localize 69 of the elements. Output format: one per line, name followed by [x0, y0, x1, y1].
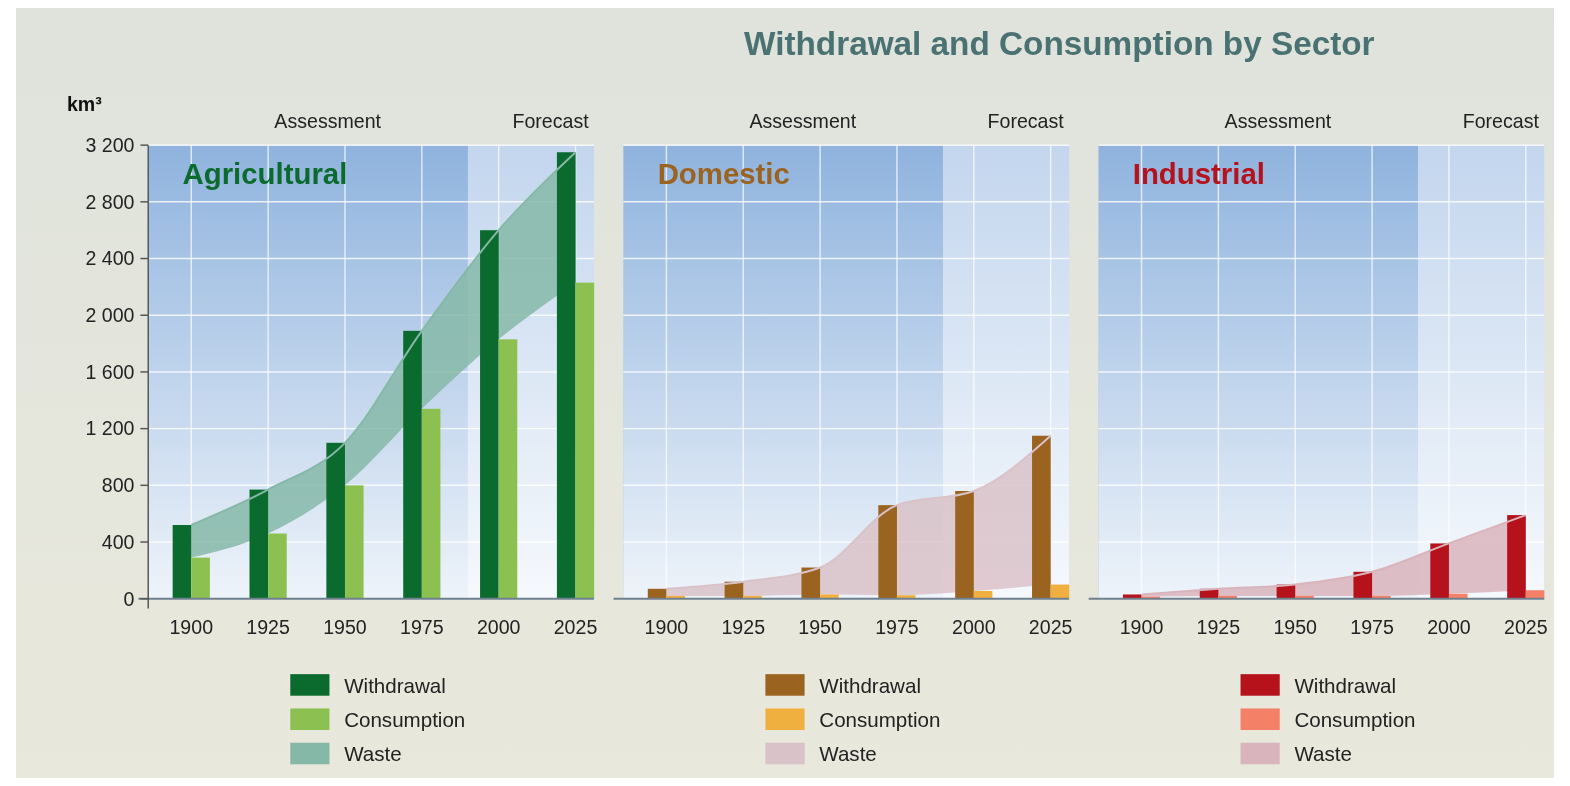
band-label: Forecast: [1462, 110, 1540, 133]
bar: [801, 567, 821, 599]
bar: [955, 491, 974, 599]
y-tick-label: 1 600: [85, 360, 135, 383]
x-tick-label: 1950: [1273, 615, 1318, 638]
bar: [820, 594, 839, 599]
x-tick-label: 2000: [952, 615, 996, 638]
bar: [878, 505, 897, 599]
y-tick-label: 800: [101, 474, 135, 497]
band-label: Forecast: [987, 110, 1065, 133]
legend-label: Consumption: [1294, 708, 1416, 732]
x-tick-label: 1925: [246, 615, 290, 638]
bar: [344, 485, 364, 599]
chart-title: Withdrawal and Consumption by Sector: [744, 25, 1375, 63]
y-tick-label: 2 400: [85, 247, 135, 270]
x-tick-label: 1900: [169, 615, 214, 638]
bar: [556, 152, 576, 599]
chart-subtitle: Industrial: [1132, 157, 1265, 191]
bar: [1430, 543, 1449, 599]
bar: [421, 408, 441, 599]
y-tick-label: 2 000: [85, 304, 135, 327]
band-label: Assessment: [274, 110, 382, 133]
y-axis-title: km³: [66, 92, 103, 115]
x-tick-label: 1975: [875, 615, 919, 638]
x-tick-label: 1900: [644, 615, 689, 638]
legend-label: Waste: [1294, 742, 1352, 766]
bar: [326, 442, 345, 599]
x-tick-label: 1950: [798, 615, 842, 638]
y-tick-label: 1 200: [85, 417, 135, 440]
bar: [575, 282, 595, 599]
bar: [268, 533, 287, 599]
bar: [249, 489, 269, 599]
x-tick-label: 2000: [1427, 615, 1471, 638]
y-tick-label: 0: [123, 587, 135, 610]
legend-label: Waste: [344, 742, 402, 766]
bar: [1122, 594, 1142, 599]
bar: [1353, 571, 1373, 599]
y-tick-label: 2 800: [85, 190, 135, 213]
legend-label: Consumption: [344, 708, 466, 732]
y-tick-label: 400: [101, 530, 135, 553]
bar: [191, 557, 210, 599]
x-tick-label: 1925: [1196, 615, 1241, 638]
x-tick-label: 1900: [1119, 615, 1164, 638]
legend-label: Withdrawal: [1294, 673, 1397, 697]
chart-subtitle: Domestic: [657, 157, 790, 191]
band-label: Forecast: [512, 110, 590, 133]
bar: [480, 230, 499, 599]
x-tick-label: 2025: [553, 615, 598, 638]
legend-label: Waste: [819, 742, 877, 766]
legend-label: Withdrawal: [344, 673, 446, 697]
legend-label: Withdrawal: [819, 673, 921, 697]
bar: [498, 339, 518, 599]
bar: [172, 525, 192, 599]
x-tick-label: 1925: [721, 615, 766, 638]
bar: [1507, 515, 1526, 599]
y-tick-label: 3 200: [85, 134, 135, 157]
x-tick-label: 1975: [400, 615, 444, 638]
bar: [403, 330, 422, 599]
legend-label: Consumption: [819, 708, 941, 732]
x-tick-label: 2025: [1504, 615, 1548, 638]
x-tick-label: 2025: [1028, 615, 1073, 638]
x-tick-label: 1950: [323, 615, 367, 638]
band-label: Assessment: [749, 110, 857, 133]
x-tick-label: 1975: [1350, 615, 1394, 638]
bar: [1032, 435, 1051, 599]
band-label: Assessment: [1224, 110, 1332, 133]
chart-subtitle: Agricultural: [182, 157, 348, 191]
bar: [1525, 590, 1545, 599]
x-tick-label: 2000: [476, 615, 521, 638]
